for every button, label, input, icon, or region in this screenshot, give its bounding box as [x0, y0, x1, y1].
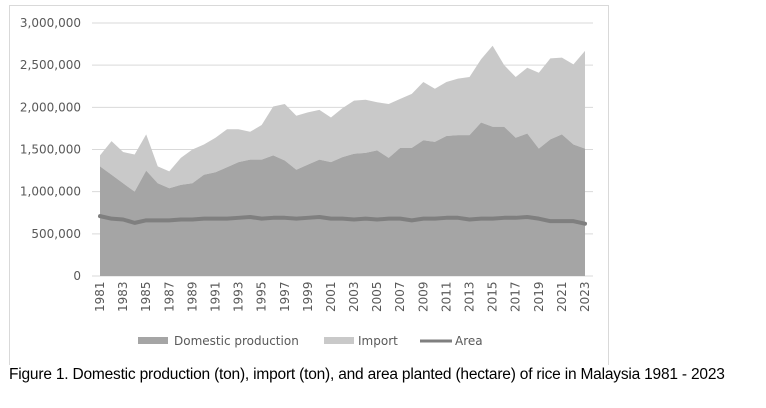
y-tick-label: 3,000,000 [20, 16, 81, 30]
x-tick-label: 2003 [347, 281, 361, 312]
x-tick-label: 2011 [439, 281, 453, 312]
y-tick-label: 2,500,000 [20, 58, 81, 72]
chart-frame [9, 5, 609, 365]
legend-item: Import [324, 334, 398, 348]
series-domestic-production-area [100, 122, 585, 276]
chart: 0 500,000 1,000,000 1,500,000 2,000,000 2,500… [20, 16, 593, 348]
legend-label: Import [358, 334, 398, 348]
x-tick-label: 2013 [463, 281, 477, 312]
x-axis: 1981 1983 1985 1987 1989 1991 1993 1995 1997 1999… [93, 281, 592, 312]
x-tick-label: 1983 [116, 281, 130, 312]
figure-caption: Figure 1. Domestic production (ton), imp… [9, 366, 725, 383]
x-tick-label: 1999 [301, 281, 315, 312]
x-tick-label: 2007 [393, 281, 407, 312]
x-tick-label: 1995 [255, 281, 269, 312]
x-tick-label: 1985 [139, 281, 153, 312]
x-tick-label: 2015 [486, 281, 500, 312]
legend-item: Domestic production [138, 334, 299, 348]
y-axis: 0 500,000 1,000,000 1,500,000 2,000,000 2,500… [20, 16, 81, 283]
x-tick-label: 1993 [232, 281, 246, 312]
x-tick-label: 1997 [278, 281, 292, 312]
x-tick-label: 2001 [324, 281, 338, 312]
plot-area [98, 45, 587, 276]
legend-swatch [324, 337, 354, 344]
legend: Domestic production Import Area [138, 334, 483, 348]
legend-swatch [138, 337, 168, 344]
x-tick-label: 2019 [532, 281, 546, 312]
x-tick-label: 1991 [208, 281, 222, 312]
y-tick-label: 2,000,000 [20, 100, 81, 114]
series-area-line [98, 214, 587, 226]
series-import-area [100, 45, 585, 192]
legend-item: Area [420, 334, 483, 348]
legend-label: Domestic production [174, 334, 299, 348]
x-tick-label: 1987 [162, 281, 176, 312]
y-tick-label: 500,000 [31, 227, 81, 241]
x-tick-label: 2017 [509, 281, 523, 312]
x-tick-label: 2023 [578, 281, 592, 312]
y-tick-label: 0 [73, 269, 81, 283]
x-tick-label: 1989 [185, 281, 199, 312]
x-tick-label: 1981 [93, 281, 107, 312]
y-tick-label: 1,500,000 [20, 143, 81, 157]
legend-label: Area [455, 334, 483, 348]
x-tick-label: 2021 [555, 281, 569, 312]
x-tick-label: 2005 [370, 281, 384, 312]
y-tick-label: 1,000,000 [20, 185, 81, 199]
x-tick-label: 2009 [416, 281, 430, 312]
